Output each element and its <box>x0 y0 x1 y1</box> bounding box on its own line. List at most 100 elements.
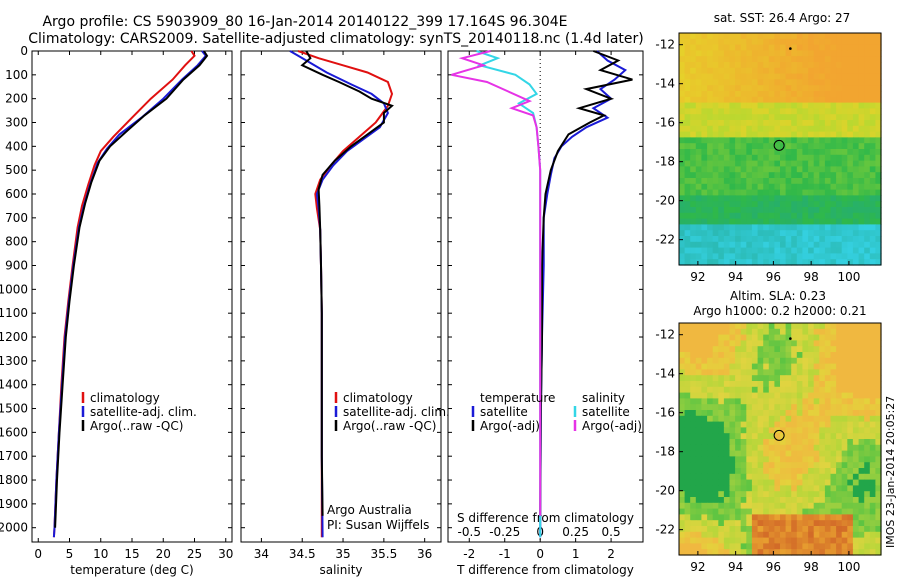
map-cell <box>780 114 787 121</box>
map-cell <box>707 497 714 504</box>
map-cell <box>746 230 753 237</box>
map-cell <box>824 444 832 452</box>
map-cell <box>796 323 803 330</box>
map-cell <box>813 468 820 475</box>
map-cell <box>735 421 742 428</box>
map-cell <box>774 189 781 196</box>
map-cell <box>858 114 865 121</box>
map-cell <box>679 131 686 138</box>
map-cell <box>858 236 865 243</box>
map-cell <box>802 410 809 417</box>
map-cell <box>796 473 803 481</box>
map-cell <box>819 526 826 533</box>
map-cell <box>813 526 820 533</box>
map-cell <box>836 73 843 80</box>
map-cell <box>796 96 803 104</box>
map-cell <box>780 125 787 133</box>
map-cell <box>723 96 731 104</box>
map-cell <box>830 421 837 428</box>
map-cell <box>875 160 882 167</box>
map-cell <box>690 491 697 498</box>
map-cell <box>780 468 787 475</box>
map-cell <box>847 201 854 208</box>
map-cell <box>785 462 792 469</box>
map-cell <box>712 50 719 57</box>
map-cell <box>791 143 798 150</box>
map-cell <box>852 189 860 196</box>
map-cell <box>819 154 826 162</box>
map-cell <box>679 479 686 486</box>
map-cell <box>824 392 832 399</box>
map-cell <box>869 357 876 365</box>
map-cell <box>808 427 815 434</box>
map-cell <box>763 195 770 202</box>
map-cell <box>808 56 815 63</box>
map-cell <box>785 96 792 104</box>
map-cell <box>802 456 809 463</box>
map-cell <box>836 352 843 359</box>
map-cell <box>813 143 820 150</box>
map-cell <box>757 346 764 353</box>
map-cell <box>791 241 798 249</box>
y-tick-label: 1800 <box>0 473 28 487</box>
map-cell <box>858 404 865 411</box>
map-cell <box>735 160 742 167</box>
map-cell <box>729 334 736 341</box>
map-cell <box>751 178 759 185</box>
map-cell <box>830 67 837 75</box>
map-cell <box>763 230 770 237</box>
map-cell <box>746 56 753 63</box>
map-cell <box>701 218 708 225</box>
map-cell <box>802 125 809 133</box>
map-cell <box>729 207 736 214</box>
map-cell <box>802 154 809 162</box>
map-cell <box>847 323 854 330</box>
map-cell <box>847 479 854 486</box>
map-cell <box>774 415 781 423</box>
map-cell <box>852 404 860 411</box>
map-cell <box>813 102 820 109</box>
map-cell <box>679 195 686 202</box>
map-cell <box>707 230 714 237</box>
map-cell <box>819 178 826 185</box>
map-cell <box>785 531 792 539</box>
map-cell <box>791 508 798 515</box>
map-cell <box>695 363 702 370</box>
map-cell <box>836 218 843 225</box>
map-cell <box>707 149 714 156</box>
map-cell <box>824 346 832 353</box>
map-cell <box>740 218 747 225</box>
map-cell <box>679 108 686 115</box>
map-cell <box>819 363 826 370</box>
map-cell <box>718 363 725 370</box>
map-cell <box>796 386 803 394</box>
axes-frame <box>240 50 442 543</box>
map-cell <box>796 73 803 80</box>
map-cell <box>695 520 702 527</box>
map-cell <box>841 91 848 98</box>
map-cell <box>858 392 865 399</box>
map-cell <box>768 357 775 365</box>
map-cell <box>718 392 725 399</box>
map-cell <box>830 456 837 463</box>
map-cell <box>684 357 691 365</box>
map-cell <box>707 183 714 191</box>
map-cell <box>785 189 792 196</box>
map-cell <box>796 230 803 237</box>
map-cell <box>819 514 826 521</box>
map-cell <box>723 363 731 370</box>
map-cell <box>869 207 876 214</box>
map-cell <box>808 444 815 452</box>
map-cell <box>785 526 792 533</box>
map-cell <box>707 537 714 544</box>
argo-position-marker <box>773 139 785 151</box>
map-cell <box>763 143 770 150</box>
map-cell <box>690 236 697 243</box>
annotation-argo-australia: Argo Australia <box>327 503 412 517</box>
map-cell <box>841 212 848 220</box>
y-tick-label: -20 <box>655 194 675 208</box>
map-cell <box>690 468 697 475</box>
map-cell <box>836 131 843 138</box>
map-cell <box>796 79 803 86</box>
map-cell <box>819 549 826 556</box>
